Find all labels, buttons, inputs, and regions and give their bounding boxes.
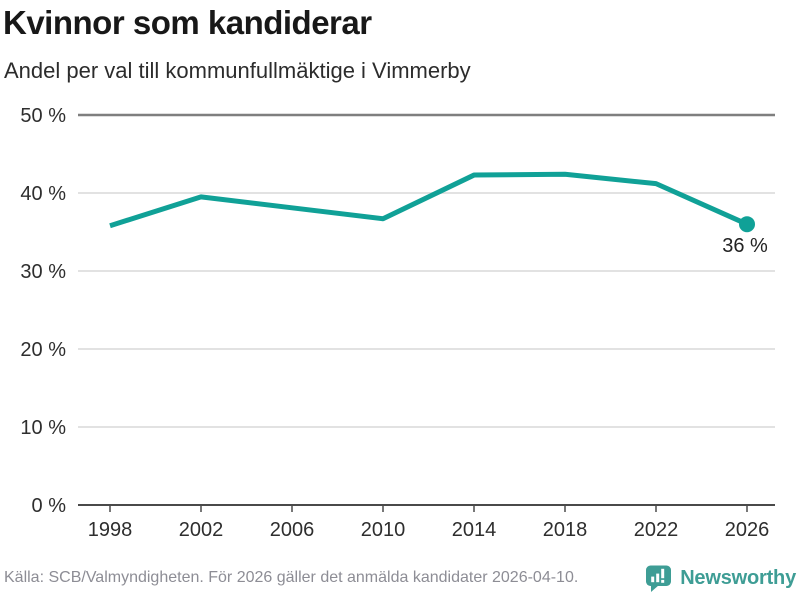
x-axis-tick-label: 2002 [179, 519, 224, 541]
x-axis-tick-label: 2018 [543, 519, 588, 541]
y-axis-tick-label: 40 % [20, 183, 66, 205]
newsworthy-logo: Newsworthy [645, 564, 796, 592]
data-line [109, 171, 749, 229]
newsworthy-logo-icon [646, 565, 672, 592]
chart-footer: Källa: SCB/Valmyndigheten. För 2026 gäll… [4, 563, 796, 593]
source-note: Källa: SCB/Valmyndigheten. För 2026 gäll… [4, 569, 579, 586]
chart-title: Kvinnor som kandiderar [3, 4, 372, 41]
x-axis-tick-label: 2006 [270, 519, 315, 541]
y-axis-tick-label: 0 % [32, 495, 67, 517]
end-point-marker [739, 216, 755, 233]
end-point-label: 36 % [722, 235, 768, 257]
y-axis-tick-label: 30 % [20, 261, 66, 283]
y-axis-tick-label: 20 % [20, 339, 66, 361]
x-axis-tick-label: 2010 [361, 519, 406, 541]
newsworthy-logo-text: Newsworthy [680, 566, 796, 589]
chart-subtitle: Andel per val till kommunfullmäktige i V… [4, 58, 471, 83]
x-axis-tick-label: 2026 [725, 519, 770, 541]
x-axis-tick-label: 2022 [634, 519, 679, 541]
y-axis-tick-label: 10 % [20, 417, 66, 439]
x-axis-tick-label: 1998 [88, 519, 133, 541]
x-axis-tick-label: 2014 [452, 519, 497, 541]
y-axis-tick-label: 50 % [20, 105, 66, 127]
